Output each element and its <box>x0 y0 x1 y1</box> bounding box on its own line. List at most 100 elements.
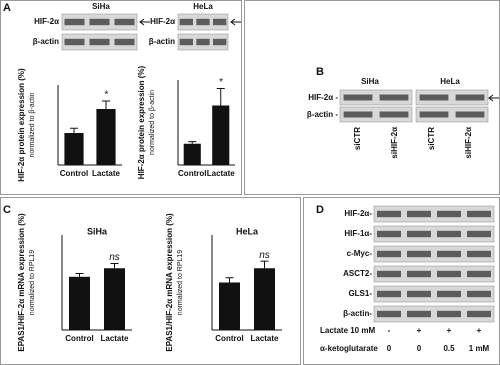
error-bar <box>110 263 119 269</box>
treatment-label: Lactate 10 mM <box>320 326 375 335</box>
blot-background <box>415 106 489 123</box>
significance-label: ns <box>259 250 270 261</box>
blot-band <box>407 230 431 238</box>
blot-background <box>339 106 413 123</box>
bar <box>64 133 84 165</box>
blot-row-label: HIF-2α - <box>308 93 338 102</box>
blot-band <box>467 230 491 238</box>
panel-label: A <box>3 2 11 14</box>
blot-band <box>467 270 491 278</box>
x-tick-label: Lactate <box>100 334 129 343</box>
blot-band <box>407 310 431 318</box>
y-axis-sublabel: normalized to RPL19 <box>177 250 184 315</box>
blot-band <box>419 94 449 101</box>
arrow <box>230 18 241 26</box>
y-axis-sublabel: normalized to β-actin <box>149 90 156 155</box>
bar <box>183 143 201 165</box>
arrow <box>139 18 150 26</box>
blot-band <box>377 230 401 238</box>
bar <box>212 105 230 165</box>
blot-band <box>407 270 431 278</box>
blot-background <box>373 245 495 263</box>
blot-background <box>373 265 495 283</box>
blot-row-label: β-actin <box>149 37 175 46</box>
blot-band <box>89 38 110 46</box>
cell-label: SiHa <box>92 2 110 11</box>
blot-band <box>437 290 461 298</box>
lane-label: siCTR <box>427 127 436 150</box>
blot-row-label: β-actin <box>33 37 59 46</box>
cell-label: HeLa <box>193 2 213 11</box>
blot-band <box>343 111 373 118</box>
y-axis-label: HIF-2α protein expression (%) <box>137 65 146 179</box>
blot-background <box>373 285 495 303</box>
x-tick-label: Lactate <box>207 169 236 178</box>
significance-label: ns <box>109 252 120 263</box>
cell-label: HeLa <box>440 77 460 86</box>
blot-row-label: HIF-2α <box>150 17 175 26</box>
blot-band <box>455 94 485 101</box>
lane-label: siHIF-2α <box>390 127 399 159</box>
lane-label: siCTR <box>353 127 362 150</box>
blot-row-label: GLS1- <box>348 289 372 298</box>
y-axis-sublabel: normalized to β-actin <box>29 92 36 157</box>
error-bar <box>188 141 197 144</box>
treatment-level: 0 <box>387 344 392 353</box>
blot-band <box>407 290 431 298</box>
y-axis-label: EPAS1/HIF-2α mRNA expression (%) <box>165 213 174 352</box>
blot-band <box>437 270 461 278</box>
blot-band <box>114 38 135 46</box>
blot-band <box>179 38 193 46</box>
blot-band <box>407 250 431 258</box>
blot-band <box>437 230 461 238</box>
y-axis-label: EPAS1/HIF-2α mRNA expression (%) <box>17 213 26 352</box>
blot-background <box>339 89 413 106</box>
blot-background <box>415 89 489 106</box>
x-tick-label: Lactate <box>250 334 279 343</box>
blot-band <box>379 111 409 118</box>
treatment-label: α-ketoglutarate <box>320 344 378 353</box>
blot-band <box>343 94 373 101</box>
blot-band <box>467 210 491 218</box>
blot-background <box>373 225 495 243</box>
blot-row-label: HIF-1α- <box>344 229 372 238</box>
chart-title: SiHa <box>87 226 108 236</box>
blot-band <box>377 310 401 318</box>
treatment-level: - <box>388 326 391 335</box>
blot-band <box>437 250 461 258</box>
error-bar <box>225 277 234 283</box>
blot-band <box>455 111 485 118</box>
x-tick-label: Control <box>215 334 243 343</box>
blot-background <box>373 305 495 323</box>
bar <box>69 276 90 330</box>
blot-band <box>377 210 401 218</box>
bar <box>104 268 125 330</box>
blot-band <box>213 38 227 46</box>
blot-band <box>437 210 461 218</box>
panel-label: C <box>3 204 11 216</box>
significance-label: * <box>219 77 224 88</box>
blot-band <box>467 290 491 298</box>
blot-band <box>467 310 491 318</box>
x-tick-label: Lactate <box>92 169 121 178</box>
error-bar <box>75 272 84 277</box>
y-axis-label: HIF-2α protein expression (%) <box>17 68 26 182</box>
blot-band <box>64 18 85 26</box>
blot-row-label: HIF-2α- <box>344 209 372 218</box>
cell-label: SiHa <box>361 77 379 86</box>
treatment-level: + <box>477 326 482 335</box>
arrow <box>488 94 499 102</box>
error-bar <box>102 100 110 109</box>
blot-band <box>377 250 401 258</box>
treatment-level: 0 <box>417 344 422 353</box>
lane-label: siHIF-2α <box>464 127 473 159</box>
treatment-level: 1 mM <box>469 344 490 353</box>
x-tick-label: Control <box>65 334 93 343</box>
panel-label: B <box>316 66 324 78</box>
panel-label: D <box>316 204 324 216</box>
significance-label: * <box>104 90 109 101</box>
y-axis-sublabel: normalized to RPL19 <box>29 250 36 315</box>
blot-band <box>89 18 110 26</box>
error-bar <box>260 260 269 269</box>
blot-band <box>379 94 409 101</box>
